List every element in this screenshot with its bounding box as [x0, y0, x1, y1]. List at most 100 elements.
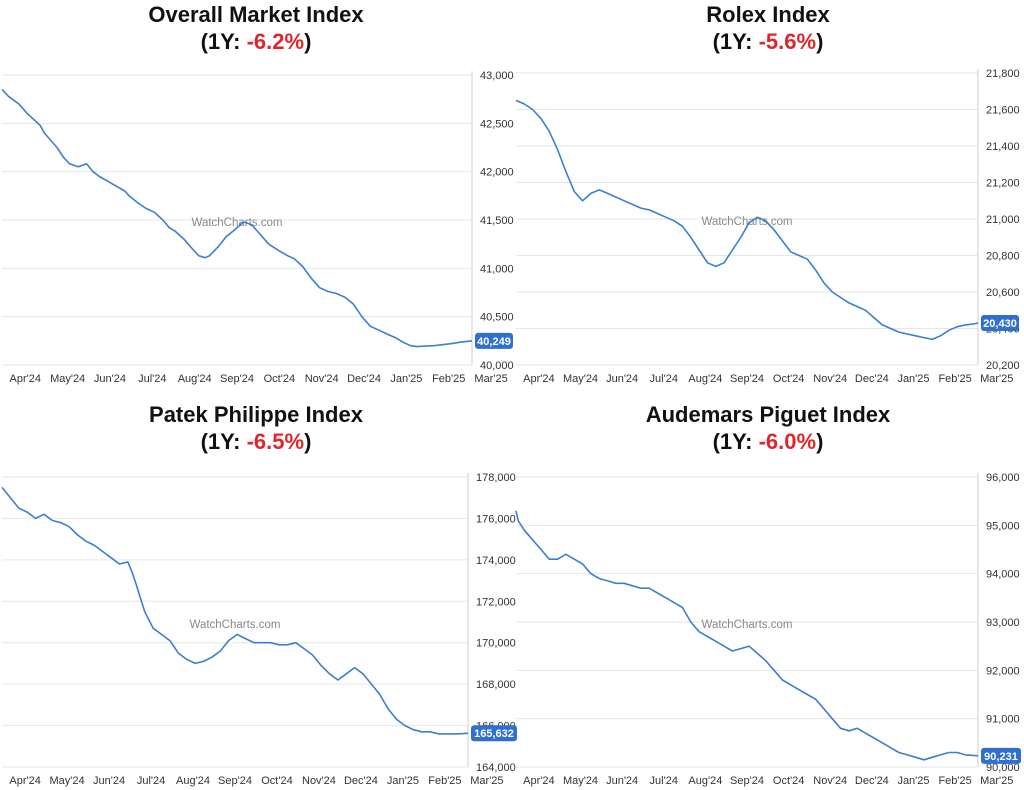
x-tick-label: Jul'24: [138, 373, 166, 385]
x-tick-label: Mar'25: [470, 775, 503, 787]
last-value-tag: 40,249: [475, 332, 513, 349]
panel-rolex: Rolex Index (1Y: -5.6%) 20,20020,40020,6…: [512, 0, 1024, 385]
x-tick-label: Jul'24: [650, 373, 678, 385]
x-tick-label: Dec'24: [344, 775, 378, 787]
y-tick-label: 164,000: [476, 762, 516, 774]
x-tick-label: Aug'24: [176, 775, 210, 787]
x-tick-label: Apr'24: [9, 775, 40, 787]
x-tick-label: Jan'25: [390, 373, 422, 385]
last-value-box: [981, 747, 1021, 764]
y-tick-label: 174,000: [476, 555, 516, 567]
panel-audemars-piguet: Audemars Piguet Index (1Y: -6.0%) 90,000…: [512, 400, 1024, 790]
last-value-tag: 165,632: [471, 725, 517, 742]
chart-subtitle: (1Y: -6.2%): [0, 27, 512, 57]
x-tick-label: Sep'24: [730, 373, 764, 385]
y-tick-label: 90,000: [986, 762, 1020, 774]
y-tick-label: 40,000: [480, 360, 514, 372]
last-value-label: 20,430: [983, 318, 1017, 330]
last-value-box: [475, 332, 513, 349]
watermark: WatchCharts.com: [702, 619, 793, 631]
series-line: [1, 88, 473, 348]
x-tick-label: Apr'24: [523, 775, 554, 787]
y-tick-label: 42,000: [480, 167, 514, 179]
series-line: [515, 510, 979, 761]
y-tick-label: 170,000: [476, 638, 516, 650]
y-tick-label: 21,200: [986, 178, 1020, 190]
y-tick-label: 21,800: [986, 68, 1020, 80]
x-tick-label: Aug'24: [688, 775, 722, 787]
last-value-label: 40,249: [477, 336, 511, 348]
subtitle-prefix: (1Y:: [712, 29, 759, 54]
last-value-label: 90,231: [984, 751, 1018, 763]
x-tick-label: Jul'24: [650, 775, 678, 787]
x-tick-label: Oct'24: [773, 775, 804, 787]
change-value: -6.5%: [246, 429, 305, 454]
x-tick-label: Sep'24: [730, 775, 764, 787]
y-tick-label: 93,000: [986, 617, 1020, 629]
x-tick-label: Jul'24: [137, 775, 165, 787]
x-tick-label: Sep'24: [220, 373, 254, 385]
x-tick-label: Jan'25: [897, 775, 929, 787]
chart-subtitle: (1Y: -6.0%): [512, 427, 1024, 457]
x-tick-label: Mar'25: [980, 775, 1013, 787]
x-tick-label: Jun'24: [606, 775, 638, 787]
y-tick-label: 96,000: [986, 472, 1020, 484]
last-value-box: [981, 315, 1019, 332]
chart-title: Overall Market Index: [148, 2, 364, 27]
y-tick-label: 41,000: [480, 263, 514, 275]
y-tick-label: 21,600: [986, 105, 1020, 117]
subtitle-prefix: (1Y:: [712, 429, 759, 454]
x-tick-label: Oct'24: [264, 373, 295, 385]
x-tick-label: Oct'24: [773, 373, 804, 385]
x-tick-label: Dec'24: [347, 373, 381, 385]
x-tick-label: Aug'24: [688, 373, 722, 385]
y-tick-label: 91,000: [986, 714, 1020, 726]
change-value: -5.6%: [758, 29, 817, 54]
y-tick-label: 42,500: [480, 118, 514, 130]
y-tick-label: 95,000: [986, 520, 1020, 532]
last-value-tag: 90,231: [981, 747, 1021, 764]
subtitle-suffix: ): [304, 29, 312, 54]
x-tick-label: Jun'24: [94, 373, 126, 385]
y-tick-label: 21,000: [986, 214, 1020, 226]
chart-title: Rolex Index: [706, 2, 830, 27]
line-chart: 40,000 40,500 41,000 41,500 42,000 42,500 43,0…: [1, 70, 514, 385]
gridlines: [2, 74, 472, 366]
last-value-box: [471, 725, 517, 742]
y-tick-label: 176,000: [476, 513, 516, 525]
chart-title: Audemars Piguet Index: [645, 402, 891, 427]
chart-title: Patek Philippe Index: [149, 402, 363, 427]
y-tick-label: 172,000: [476, 596, 516, 608]
watermark: WatchCharts.com: [190, 619, 281, 631]
x-tick-label: Nov'24: [813, 775, 847, 787]
line-chart: 20,20020,40020,60020,80021,00021,20021,4…: [515, 68, 1020, 385]
x-tick-label: Jan'25: [387, 775, 419, 787]
panel-patek-philippe: Patek Philippe Index (1Y: -6.5%) 164,000…: [0, 400, 517, 790]
change-value: -6.2%: [246, 29, 305, 54]
x-tick-label: Mar'25: [474, 373, 507, 385]
line-chart: 164,000166,000168,000170,000172,000174,0…: [1, 472, 517, 787]
y-tick-label: 41,500: [480, 215, 514, 227]
x-tick-label: Jan'25: [897, 373, 929, 385]
subtitle-suffix: ): [304, 429, 312, 454]
chart-subtitle: (1Y: -6.5%): [0, 427, 512, 457]
x-tick-label: Jun'24: [93, 775, 125, 787]
gridlines: [516, 72, 978, 366]
subtitle-prefix: (1Y:: [200, 29, 247, 54]
last-value-label: 165,632: [474, 728, 514, 740]
x-tick-label: May'24: [563, 373, 598, 385]
x-tick-label: Nov'24: [813, 373, 847, 385]
x-tick-label: Apr'24: [10, 373, 41, 385]
y-tick-label: 178,000: [476, 472, 516, 484]
line-chart: 90,000 91,000 92,000 93,000 94,000 95,000 96,0…: [515, 472, 1021, 787]
x-tick-label: Sep'24: [218, 775, 252, 787]
x-tick-label: Dec'24: [855, 775, 889, 787]
chart-subtitle: (1Y: -5.6%): [512, 27, 1024, 57]
subtitle-suffix: ): [816, 429, 824, 454]
y-tick-label: 21,400: [986, 141, 1020, 153]
subtitle-prefix: (1Y:: [200, 429, 247, 454]
x-tick-label: Nov'24: [305, 373, 339, 385]
y-tick-label: 94,000: [986, 569, 1020, 581]
x-tick-label: Dec'24: [855, 373, 889, 385]
y-tick-label: 43,000: [480, 70, 514, 82]
